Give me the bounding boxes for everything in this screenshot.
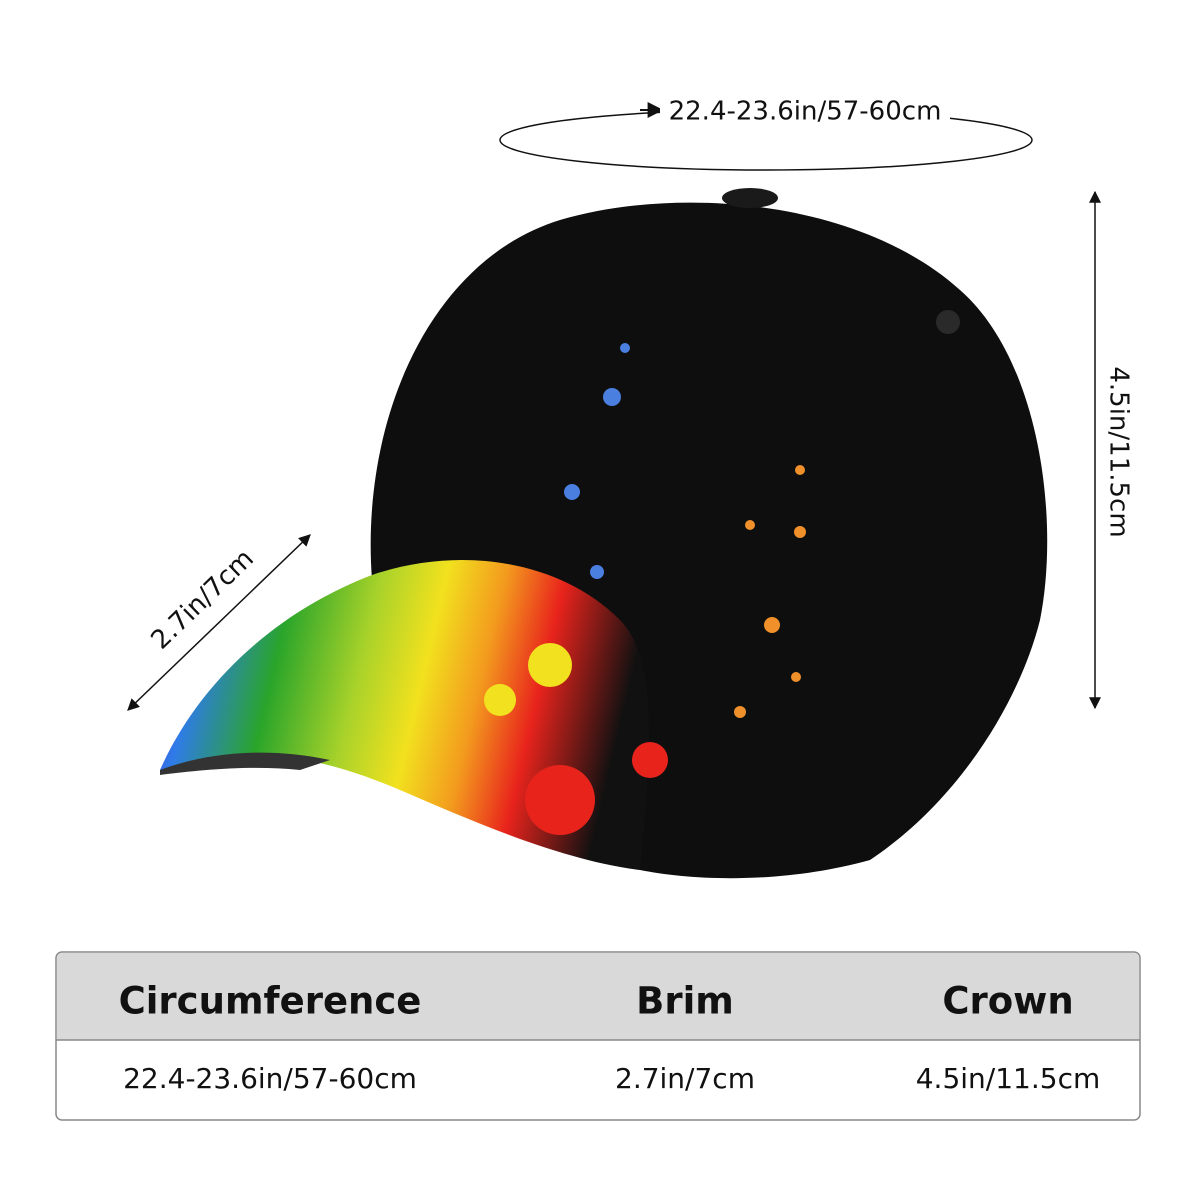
header-cell: Crown (942, 980, 1073, 1023)
crown-label: 4.5in/11.5cm (1104, 366, 1134, 537)
header-cell: Circumference (119, 980, 422, 1023)
header-cell: Brim (636, 980, 734, 1023)
table-cell: 22.4-23.6in/57-60cm (123, 1062, 417, 1095)
table-cell: 4.5in/11.5cm (916, 1062, 1101, 1095)
table-cell: 2.7in/7cm (615, 1062, 755, 1095)
label-bg (660, 95, 950, 127)
size-table: Circumference Brim Crown 22.4-23.6in/57-… (55, 951, 1141, 1121)
table-header-bg (57, 953, 1139, 1040)
cap-illustration (160, 188, 1048, 879)
brim-arrow (127, 534, 311, 711)
circumference-label: 22.4-23.6in/57-60cm (669, 97, 942, 127)
